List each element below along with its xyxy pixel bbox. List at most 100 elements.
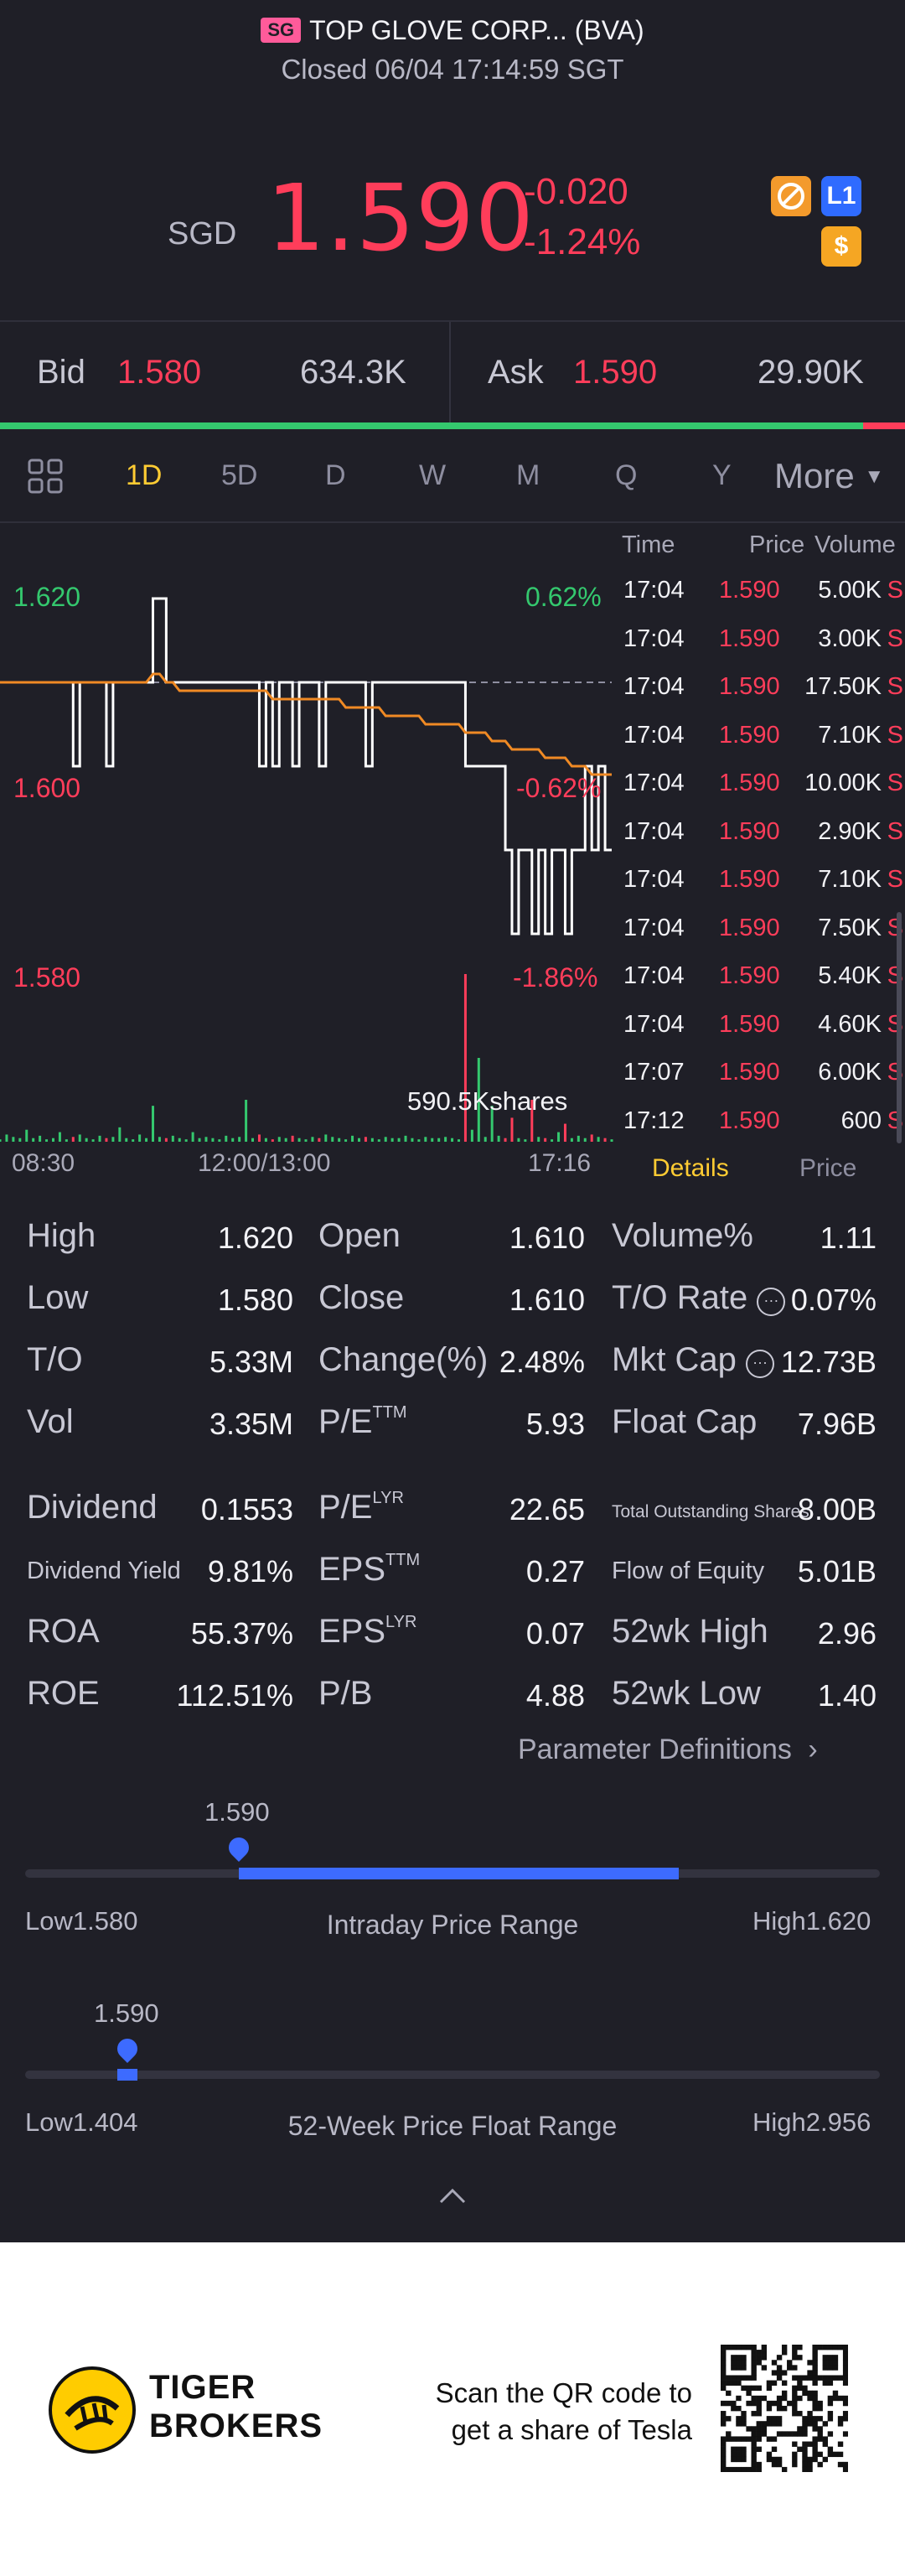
tick-time: 17:07: [623, 1059, 685, 1086]
market-status: Closed 06/04 17:14:59 SGT: [281, 54, 624, 85]
volume-bar: [504, 1138, 507, 1142]
tab-w[interactable]: W: [419, 459, 447, 491]
stat-label: P/B: [318, 1675, 373, 1712]
tab-y[interactable]: Y: [712, 459, 732, 491]
no-short-icon[interactable]: [771, 176, 811, 216]
stat-label-text: EPS: [318, 1613, 386, 1650]
volume-bar: [463, 974, 467, 1142]
period-tabs: 1D 5D D W M Q Y More ▼: [0, 429, 905, 521]
tick-price: 1.590: [719, 914, 780, 941]
time-label-end: 17:16: [528, 1149, 592, 1177]
volume-bar: [78, 1134, 81, 1142]
stat-value-eps-ttm: 0.27: [525, 1554, 585, 1589]
dollar-icon[interactable]: $: [821, 226, 861, 267]
stat-value-float-cap: 7.96B: [797, 1407, 877, 1441]
tick-scrollbar[interactable]: [897, 912, 902, 1143]
level1-icon[interactable]: L1: [821, 176, 861, 216]
volume-bar: [311, 1137, 314, 1142]
volume-bar: [85, 1138, 88, 1142]
volume-bar: [351, 1135, 354, 1142]
volume-bar: [191, 1132, 194, 1142]
stat-value-low: 1.580: [217, 1283, 293, 1317]
tab-d[interactable]: D: [325, 459, 346, 491]
collapse-chevron-up-icon[interactable]: [436, 2178, 469, 2213]
volume-bar: [404, 1135, 407, 1142]
volume-bar: [51, 1138, 54, 1142]
stat-label-text: EPS: [318, 1551, 386, 1588]
tab-m[interactable]: M: [516, 459, 540, 491]
volume-bar: [597, 1137, 600, 1142]
tab-1d[interactable]: 1D: [126, 459, 163, 491]
stat-value-pe-lyr: 22.65: [509, 1492, 585, 1526]
pct-label-mid: -0.62%: [516, 773, 602, 803]
volume-bar: [497, 1135, 500, 1142]
tab-more[interactable]: More ▼: [774, 456, 884, 496]
stat-value-turnover: 5.33M: [209, 1345, 293, 1379]
volume-bar: [158, 1137, 161, 1142]
volume-bar: [544, 1138, 547, 1142]
stat-value-dividend: 0.1553: [200, 1492, 293, 1526]
y-label-high: 1.620: [13, 582, 81, 612]
parameter-definitions-link[interactable]: Parameter Definitions ›: [518, 1734, 818, 1766]
volume-bar: [125, 1138, 128, 1142]
intraday-chart[interactable]: 1.620 1.600 1.580 0.62% -0.62% -1.86% 59…: [0, 523, 620, 1143]
volume-bar: [603, 1138, 607, 1142]
stat-label: P/ELYR: [318, 1489, 404, 1526]
tick-volume: 2.90K: [818, 817, 882, 845]
tick-price: 1.590: [719, 962, 780, 989]
info-icon[interactable]: ···: [746, 1350, 775, 1378]
tab-details[interactable]: Details: [652, 1154, 729, 1182]
stat-value-roa: 55.37%: [190, 1616, 293, 1651]
promo-message: Scan the QR code to get a share of Tesla: [394, 2375, 692, 2449]
volume-bar: [477, 1058, 480, 1142]
tick-side: S: [887, 721, 903, 749]
tick-time: 17:04: [623, 625, 685, 652]
volume-bar: [424, 1137, 427, 1142]
volume-bar: [377, 1139, 380, 1142]
tick-row: 17:04 1.590 7.50K S: [620, 903, 905, 951]
volume-bar: [437, 1138, 441, 1142]
stat-value-flow-of-equity: 5.01B: [797, 1554, 877, 1589]
tick-row: 17:04 1.590 4.60K S: [620, 999, 905, 1047]
volume-bar: [152, 1106, 154, 1142]
time-axis: 08:30 12:00/13:00 17:16: [0, 1144, 620, 1186]
intraday-low-label: Low1.580: [25, 1906, 138, 1936]
volume-bar: [397, 1138, 401, 1142]
tab-price[interactable]: Price: [799, 1154, 857, 1182]
promo-line-2: get a share of Tesla: [451, 2414, 692, 2445]
stock-title[interactable]: TOP GLOVE CORP... (BVA): [309, 15, 644, 45]
time-label-start: 08:30: [12, 1149, 75, 1177]
info-icon[interactable]: ···: [757, 1288, 786, 1316]
y-label-mid: 1.600: [13, 773, 81, 803]
tick-row: 17:04 1.590 7.10K S: [620, 854, 905, 902]
volume-bar: [18, 1138, 22, 1142]
tick-side: S: [887, 673, 903, 700]
tiger-logo-icon: [49, 2366, 136, 2454]
volume-bar: [25, 1129, 28, 1142]
tick-side: S: [887, 625, 903, 652]
price-line: [0, 597, 612, 936]
week52-range: 1.590 Low1.404 52-Week Price Float Range…: [0, 1995, 905, 2154]
time-and-sales[interactable]: Time Price Volume 17:04 1.590 5.00K S 17:04 1…: [620, 523, 905, 1143]
tab-5d[interactable]: 5D: [221, 459, 258, 491]
grid-icon[interactable]: [27, 458, 64, 502]
last-price: 1.590: [266, 164, 535, 272]
tick-row: 17:04 1.590 2.90K S: [620, 806, 905, 854]
volume-bar: [517, 1138, 520, 1142]
volume-bar: [257, 1134, 261, 1142]
volume-bar: [231, 1138, 235, 1142]
divider: [0, 521, 905, 523]
stat-value-eps-lyr: 0.07: [525, 1616, 585, 1651]
volume-bar: [32, 1138, 35, 1142]
volume-bar: [105, 1138, 108, 1142]
tick-volume: 7.10K: [818, 866, 882, 893]
week52-low-label: Low1.404: [25, 2107, 138, 2137]
volume-bar: [251, 1138, 255, 1142]
week52-range-title: 52-Week Price Float Range: [287, 2111, 618, 2141]
tick-price: 1.590: [719, 770, 780, 796]
tick-time: 17:12: [623, 1107, 685, 1134]
volume-bar: [524, 1139, 527, 1142]
stat-value-volume-pct: 1.11: [820, 1221, 877, 1255]
volume-bar: [118, 1127, 122, 1142]
tab-q[interactable]: Q: [615, 459, 638, 491]
